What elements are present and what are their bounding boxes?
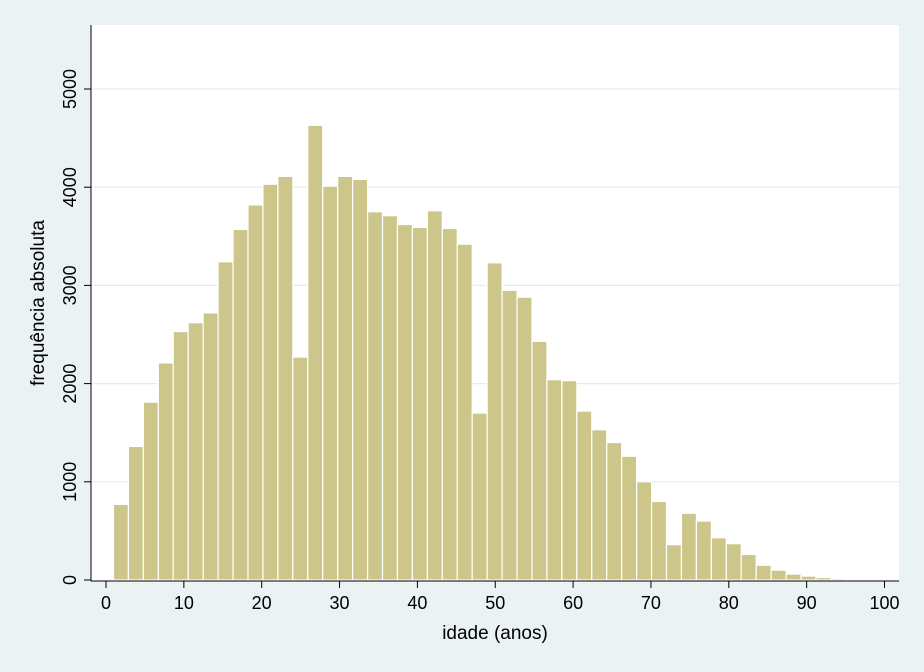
x-tick-label: 90: [797, 593, 817, 613]
histogram-bar: [471, 412, 488, 581]
histogram-bar: [516, 296, 533, 581]
x-axis-ticks: 0 10 20 30 40 50 60 70 80 90 100: [101, 581, 900, 613]
histogram-bar: [247, 204, 264, 581]
histogram-bar: [815, 576, 832, 581]
y-tick-label: 2000: [60, 364, 80, 404]
histogram-bar: [441, 227, 458, 581]
histogram-bar: [202, 312, 219, 581]
histogram-bar: [546, 379, 563, 581]
histogram-bar: [665, 544, 683, 581]
histogram-bar: [501, 289, 518, 581]
histogram-bar: [337, 175, 354, 581]
histogram-bar: [486, 262, 503, 581]
x-tick-label: 10: [174, 593, 194, 613]
histogram-bars: [112, 124, 862, 581]
histogram-bar: [456, 243, 473, 581]
histogram-bar: [396, 223, 414, 581]
x-tick-label: 100: [869, 593, 899, 613]
x-tick-label: 30: [330, 593, 350, 613]
histogram-bar: [172, 330, 189, 581]
histogram-bar: [232, 228, 249, 581]
histogram-bar: [531, 340, 548, 581]
y-axis-ticks: 0 1000 2000 3000 4000 5000: [60, 69, 91, 585]
x-tick-label: 0: [101, 593, 111, 613]
x-tick-label: 60: [563, 593, 583, 613]
y-tick-label: 3000: [60, 265, 80, 305]
x-tick-label: 50: [485, 593, 505, 613]
histogram-bar: [755, 564, 772, 581]
histogram-bar: [650, 500, 668, 581]
x-tick-label: 70: [641, 593, 661, 613]
histogram-bar: [217, 261, 234, 581]
histogram-bar: [621, 455, 638, 581]
histogram-bar: [561, 380, 578, 581]
histogram-bar: [366, 211, 384, 581]
histogram-bar: [576, 410, 593, 581]
histogram-bar: [112, 503, 130, 581]
x-tick-label: 80: [719, 593, 739, 613]
histogram-bar: [725, 543, 742, 581]
histogram-bar: [740, 553, 757, 581]
y-tick-label: 1000: [60, 462, 80, 502]
y-tick-label: 4000: [60, 167, 80, 207]
histogram-bar: [636, 481, 653, 581]
histogram-bar: [591, 429, 608, 581]
histogram-bar: [770, 569, 787, 581]
histogram-bar: [785, 573, 802, 581]
histogram-bar: [157, 362, 174, 581]
histogram-bar: [127, 445, 144, 581]
y-axis-title: frequência absoluta: [28, 220, 49, 386]
histogram-bar: [426, 210, 443, 581]
histogram-bar: [307, 124, 324, 581]
y-tick-label: 5000: [60, 69, 80, 109]
x-axis-title: idade (anos): [442, 623, 548, 644]
histogram-bar: [800, 575, 817, 581]
histogram-bar: [381, 215, 399, 581]
histogram-bar: [680, 512, 698, 581]
x-tick-label: 40: [407, 593, 427, 613]
histogram-bar: [710, 537, 727, 581]
histogram-bar: [830, 577, 847, 581]
histogram-bar: [845, 578, 862, 581]
histogram-bar: [277, 175, 294, 581]
histogram-bar: [411, 226, 428, 581]
histogram-bar: [322, 185, 339, 581]
histogram-bar: [142, 401, 159, 581]
histogram-bar: [695, 520, 712, 581]
histogram-bar: [606, 441, 623, 581]
histogram-bar: [352, 178, 369, 581]
y-tick-label: 0: [60, 575, 80, 585]
histogram-bar: [187, 322, 204, 581]
histogram-bar: [292, 356, 309, 581]
x-tick-label: 20: [252, 593, 272, 613]
histogram-bar: [262, 183, 279, 581]
